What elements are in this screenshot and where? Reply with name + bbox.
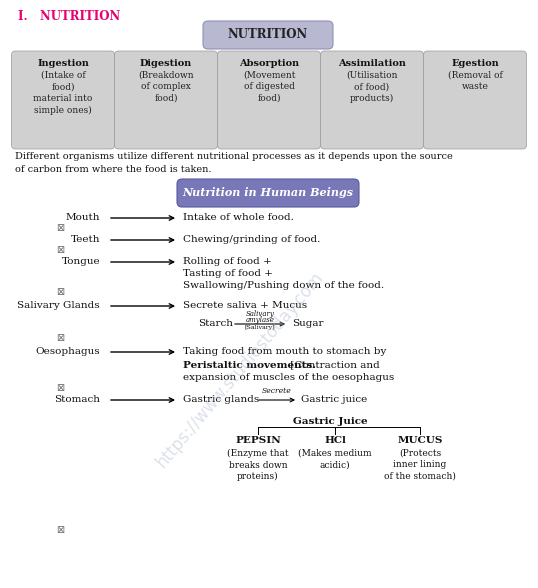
FancyBboxPatch shape (217, 51, 321, 149)
Text: Chewing/grinding of food.: Chewing/grinding of food. (183, 236, 320, 245)
Text: PEPSIN: PEPSIN (235, 436, 281, 445)
Text: Assimilation: Assimilation (338, 59, 406, 68)
Text: I.   NUTRITION: I. NUTRITION (18, 10, 121, 23)
Text: expansion of muscles of the oesophagus: expansion of muscles of the oesophagus (183, 373, 394, 383)
Text: (Movement
of digested
food): (Movement of digested food) (243, 71, 295, 103)
Text: Mouth: Mouth (66, 213, 100, 222)
Text: ⊠: ⊠ (56, 287, 64, 297)
Text: [Salivary]: [Salivary] (245, 325, 275, 330)
Text: Oesophagus: Oesophagus (36, 348, 100, 356)
Text: (Makes medium
acidic): (Makes medium acidic) (298, 449, 372, 469)
Text: Tasting of food +: Tasting of food + (183, 269, 273, 279)
Text: Absorption: Absorption (239, 59, 299, 68)
Text: (Utilisation
of food)
products): (Utilisation of food) products) (346, 71, 398, 103)
Text: NUTRITION: NUTRITION (228, 28, 308, 42)
Text: (Removal of
waste: (Removal of waste (448, 71, 502, 92)
Text: Gastric juice: Gastric juice (301, 396, 367, 405)
Text: Digestion: Digestion (140, 59, 192, 68)
Text: Ingestion: Ingestion (37, 59, 89, 68)
Text: Starch: Starch (198, 319, 233, 329)
Text: Different organisms utilize different nutritional processes as it depends upon t: Different organisms utilize different nu… (15, 152, 453, 173)
Text: HCl: HCl (324, 436, 346, 445)
Text: (Intake of
food)
material into
simple ones): (Intake of food) material into simple on… (33, 71, 93, 115)
Text: (Breakdown
of complex
food): (Breakdown of complex food) (138, 71, 194, 103)
Text: Secrete saliva + Mucus: Secrete saliva + Mucus (183, 302, 307, 310)
FancyBboxPatch shape (115, 51, 217, 149)
Text: [Contraction and: [Contraction and (287, 360, 380, 369)
FancyBboxPatch shape (11, 51, 115, 149)
Text: ⊠: ⊠ (56, 383, 64, 393)
Text: Stomach: Stomach (54, 396, 100, 405)
Text: Salivary: Salivary (245, 310, 274, 318)
Text: Nutrition in Human Beings: Nutrition in Human Beings (182, 188, 353, 199)
Text: MUCUS: MUCUS (397, 436, 443, 445)
Text: ⊠: ⊠ (56, 223, 64, 233)
Text: Sugar: Sugar (292, 319, 323, 329)
Text: Peristaltic movements.: Peristaltic movements. (183, 360, 316, 369)
Text: Secrete: Secrete (262, 387, 292, 395)
Text: Intake of whole food.: Intake of whole food. (183, 213, 294, 222)
Text: ⊠: ⊠ (56, 245, 64, 255)
Text: https://www.studiestoday.com: https://www.studiestoday.com (153, 269, 327, 472)
Text: (Enzyme that
breaks down
proteins): (Enzyme that breaks down proteins) (227, 449, 289, 481)
Text: Gastric Juice: Gastric Juice (293, 417, 367, 426)
Text: Swallowing/Pushing down of the food.: Swallowing/Pushing down of the food. (183, 282, 384, 290)
Text: Salivary Glands: Salivary Glands (17, 302, 100, 310)
Text: (Protects
inner lining
of the stomach): (Protects inner lining of the stomach) (384, 449, 456, 481)
Text: amylase: amylase (245, 316, 274, 323)
Text: Egestion: Egestion (451, 59, 499, 68)
Text: Teeth: Teeth (70, 236, 100, 245)
Text: ⊠: ⊠ (56, 525, 64, 535)
Text: Taking food from mouth to stomach by: Taking food from mouth to stomach by (183, 348, 386, 356)
Text: ⊠: ⊠ (56, 333, 64, 343)
Text: Gastric glands: Gastric glands (183, 396, 259, 405)
Text: Rolling of food +: Rolling of food + (183, 258, 272, 266)
FancyBboxPatch shape (177, 179, 359, 207)
FancyBboxPatch shape (423, 51, 527, 149)
Text: Tongue: Tongue (61, 258, 100, 266)
FancyBboxPatch shape (321, 51, 423, 149)
FancyBboxPatch shape (203, 21, 333, 49)
